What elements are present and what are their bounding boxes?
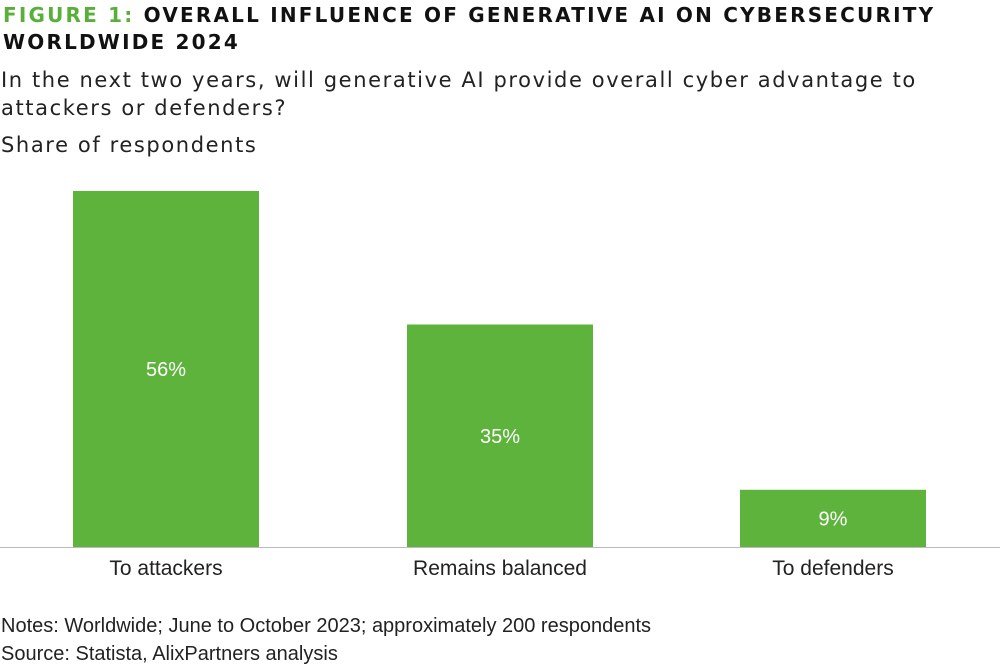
unit-label: Share of respondents — [1, 133, 258, 157]
bar-value-label: 56% — [146, 359, 186, 381]
chart-footer: Notes: Worldwide; June to October 2023; … — [1, 612, 651, 668]
category-label: To defenders — [772, 557, 893, 580]
bar-to-defenders — [740, 489, 926, 547]
bar-chart: 56% To attackers 35% Remains balanced 9% To d… — [0, 191, 1000, 580]
bar-value-label: 35% — [480, 426, 520, 448]
category-label: Remains balanced — [413, 557, 587, 580]
bar-value-label: 9% — [819, 508, 848, 530]
chart-title: FIGURE 1: OVERALL INFLUENCE OF GENERATIV… — [3, 2, 993, 56]
figure-label: FIGURE 1: — [3, 3, 135, 27]
chart-title-text: OVERALL INFLUENCE OF GENERATIVE AI ON CY… — [3, 3, 936, 54]
bar-remains-balanced — [407, 324, 593, 547]
bar-to-attackers — [73, 191, 259, 547]
chart-source: Source: Statista, AlixPartners analysis — [1, 643, 338, 665]
chart-notes: Notes: Worldwide; June to October 2023; … — [1, 615, 651, 637]
category-label: To attackers — [109, 557, 222, 580]
chart-subtitle: In the next two years, will generative A… — [1, 68, 917, 120]
